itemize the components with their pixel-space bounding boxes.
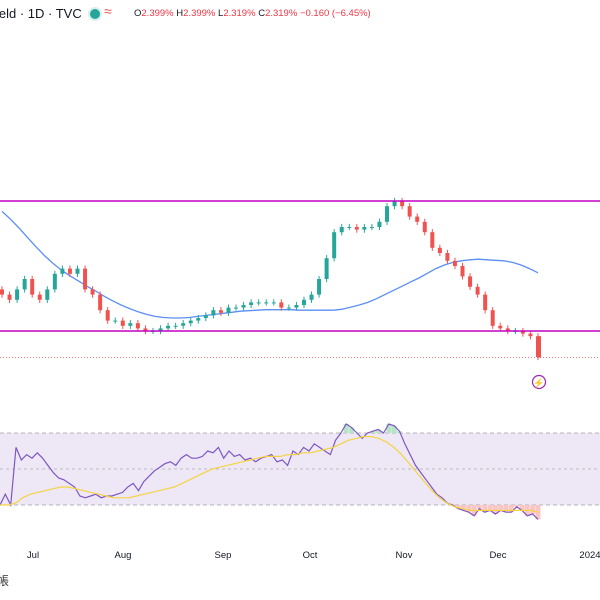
candle: [400, 197, 405, 210]
x-tick-aug: Aug: [114, 550, 132, 561]
candle: [286, 304, 291, 311]
change-value: −0.160 (−6.45%): [299, 8, 371, 19]
candle: [75, 265, 80, 277]
candle: [0, 286, 4, 298]
eye-icon[interactable]: [88, 7, 102, 21]
candle: [211, 307, 216, 319]
high-label: H: [176, 8, 184, 19]
candle: [430, 229, 435, 251]
candle: [128, 320, 133, 329]
low-value: 2.319%: [223, 8, 256, 19]
candle: [158, 325, 163, 335]
chart-header: ield · 1D · TVC ≈ O2.399% H2.399% L2.319…: [0, 0, 600, 26]
candle: [332, 229, 337, 262]
high-value: 2.399%: [183, 8, 216, 19]
candle: [445, 249, 450, 264]
candle: [385, 203, 390, 225]
candle: [369, 223, 374, 231]
x-tick-2024: 2024: [579, 550, 600, 561]
candle: [143, 325, 148, 335]
x-tick-dec: Dec: [489, 550, 507, 561]
candle: [7, 291, 12, 303]
candle: [505, 325, 510, 335]
candle: [452, 257, 457, 270]
candle: [203, 312, 208, 322]
symbol-title[interactable]: ield · 1D · TVC: [0, 6, 82, 21]
x-tick-jul: Jul: [26, 550, 40, 561]
candle: [188, 317, 193, 327]
lightning-glyph: ⚡: [533, 377, 544, 389]
candle: [407, 203, 412, 220]
candle: [415, 213, 420, 225]
candle: [437, 244, 442, 257]
bottom-toolbar-glyph[interactable]: 帳: [0, 574, 10, 588]
candle: [181, 320, 186, 329]
lightning-icon: [531, 374, 547, 390]
candle: [30, 275, 35, 298]
candle: [520, 327, 525, 337]
candle: [377, 218, 382, 231]
candle: [37, 291, 42, 303]
candle: [196, 314, 201, 324]
candle: [218, 307, 223, 316]
close-value: 2.319%: [265, 8, 298, 19]
candle: [120, 317, 125, 329]
candle: [339, 223, 344, 236]
candle: [317, 275, 322, 298]
rsi-overbought-fill: [343, 424, 402, 433]
candle: [347, 223, 352, 231]
candle: [45, 286, 50, 303]
candle: [90, 286, 95, 298]
open-value: 2.399%: [141, 8, 174, 19]
candle: [113, 317, 118, 324]
candle: [309, 291, 314, 303]
x-tick-oct: Oct: [302, 550, 318, 561]
candle: [475, 283, 480, 298]
candle: [22, 275, 27, 293]
candle: [279, 299, 284, 311]
time-axis[interactable]: Jul Aug Sep Oct Nov Dec 2024: [0, 540, 600, 570]
candle: [135, 320, 140, 332]
candle: [166, 322, 171, 332]
candle: [490, 307, 495, 329]
candle: [362, 223, 367, 233]
moving-average-line: [1, 210, 539, 319]
candle: [392, 197, 397, 210]
candle: [271, 299, 276, 306]
wave-icon[interactable]: ≈: [104, 3, 112, 19]
candle: [52, 270, 57, 293]
candle: [528, 330, 533, 340]
candle: [173, 322, 178, 329]
candle: [354, 223, 359, 233]
candle: [498, 322, 503, 332]
last-candle: [538, 336, 541, 358]
candle: [249, 299, 254, 309]
candle: [15, 286, 20, 303]
candle: [83, 265, 88, 293]
candle: [60, 265, 65, 277]
rsi-moving-average-line: [0, 436, 539, 513]
candle: [67, 265, 72, 277]
open-label: O: [134, 8, 142, 19]
candle: [256, 299, 261, 306]
candle: [98, 291, 103, 314]
candle: [483, 291, 488, 314]
candle: [241, 301, 246, 311]
candle: [460, 262, 465, 280]
x-tick-sep: Sep: [214, 550, 232, 561]
close-label: C: [258, 8, 266, 19]
candle: [324, 255, 329, 283]
candle: [234, 304, 239, 311]
ohlc-readout: O2.399% H2.399% L2.319% C2.319% −0.160 (…: [134, 8, 371, 19]
low-label: L: [218, 8, 224, 19]
candle: [226, 304, 231, 316]
candle: [468, 273, 473, 290]
x-tick-nov: Nov: [395, 550, 413, 561]
candle: [301, 296, 306, 309]
candle: [105, 307, 110, 324]
candle: [422, 218, 427, 236]
candle: [264, 299, 269, 306]
candle: [294, 301, 299, 311]
